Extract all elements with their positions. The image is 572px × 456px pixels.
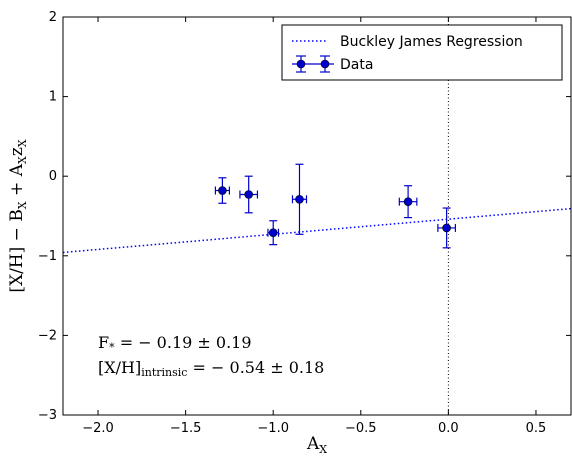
y-tick-label: −1 [38,249,57,264]
data-point [239,175,259,214]
legend-label-data: Data [340,57,373,73]
data-marker [442,223,451,233]
legend: Buckley James Regression Data [281,24,563,81]
x-axis-title: AX [306,434,327,456]
data-marker [295,194,304,204]
x-tick-label: −1.0 [257,421,289,436]
annotation-block: F* = − 0.19 ± 0.19 [X/H]intrinsic = − 0.… [98,333,324,379]
legend-label-regression: Buckley James Regression [340,34,523,50]
regression-line [62,207,572,254]
data-point [267,220,280,246]
svg-text:AX: AX [306,434,327,456]
annotation-intrinsic: [X/H]intrinsic = − 0.54 ± 0.18 [98,358,324,379]
data-marker [218,186,227,195]
data-point [291,163,308,235]
data-point [437,207,456,249]
data-marker [244,190,253,199]
data-marker [268,228,278,238]
y-axis-title: [X/H] − BX + AXzX [7,139,29,292]
y-tick-label: 2 [49,10,57,25]
y-tick-label: 1 [49,90,57,105]
data-point [398,185,418,219]
legend-marker-data [292,55,334,73]
x-tick-label: 0.0 [438,421,459,436]
legend-box [281,24,563,81]
x-tick-label: 0.5 [526,421,547,436]
data-point [214,177,231,204]
x-tick-label: −2.0 [82,421,114,436]
plot-frame [62,16,572,416]
annotation-fstar: F* = − 0.19 ± 0.19 [98,333,252,354]
x-tick-label: −0.5 [345,421,377,436]
y-tick-label: −2 [38,328,57,343]
x-tick-label: −1.5 [170,421,202,436]
svg-text:[X/H] − BX + AXzX: [X/H] − BX + AXzX [7,139,29,292]
data-marker [403,197,413,206]
y-tick-label: −3 [38,408,57,423]
y-tick-label: 0 [49,169,57,184]
